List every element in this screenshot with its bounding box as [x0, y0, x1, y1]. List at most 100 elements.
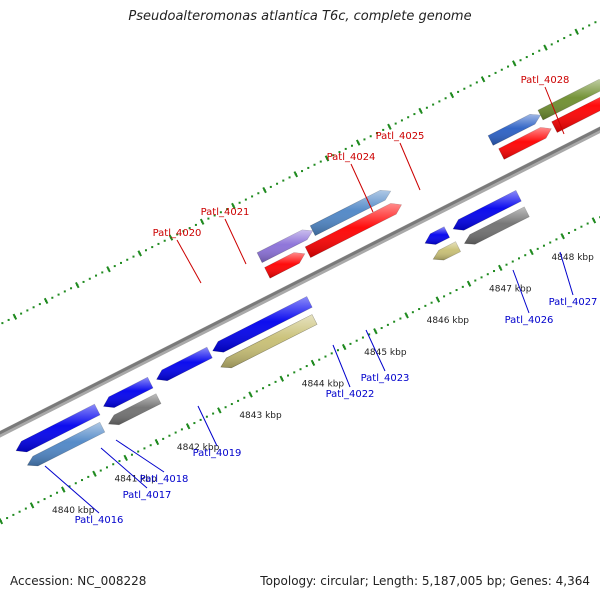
track-dot: [299, 368, 302, 371]
track-tick: [387, 123, 392, 130]
track-dot: [355, 339, 358, 342]
track-dot: [74, 482, 77, 485]
track-dot: [199, 418, 202, 421]
track-dot: [251, 195, 254, 198]
track-dot: [243, 396, 246, 399]
track-dot: [538, 49, 541, 52]
track-tick: [75, 281, 80, 289]
track-dot: [475, 81, 478, 84]
forward-gene-leader: [350, 163, 374, 213]
track-dot: [143, 447, 146, 450]
track-dot: [336, 349, 339, 352]
track-dot: [105, 466, 108, 469]
scale-tick-label: 4846 kbp: [427, 316, 470, 326]
track-dot: [418, 308, 421, 311]
track-dot: [486, 273, 489, 276]
track-tick: [106, 266, 111, 273]
track-tick: [466, 280, 472, 287]
track-dot: [432, 103, 435, 106]
track-dot: [262, 387, 265, 390]
track-dot: [532, 52, 535, 55]
track-dot: [180, 428, 183, 431]
track-dot: [224, 406, 227, 409]
track-tick: [373, 328, 378, 335]
track-tick: [341, 343, 347, 351]
track-dot: [151, 246, 154, 249]
track-dot: [7, 318, 10, 321]
track-dot: [444, 97, 447, 100]
track-dot: [425, 106, 428, 109]
track-dot: [350, 144, 353, 147]
track-dot: [244, 198, 247, 201]
track-dot: [594, 21, 597, 24]
track-dot: [6, 517, 9, 520]
track-dot: [212, 412, 215, 415]
feature-gloss: [488, 114, 541, 146]
track-tick: [262, 186, 267, 194]
track-dot: [113, 265, 116, 268]
track-tick: [231, 202, 236, 210]
track-dots: [0, 21, 600, 525]
track-tick: [43, 297, 49, 305]
track-dot: [313, 163, 316, 166]
track-dot: [230, 403, 233, 406]
track-tick: [279, 375, 285, 382]
track-dot: [255, 390, 258, 393]
topology-label: Topology:: [260, 574, 317, 588]
track-dot: [511, 260, 514, 263]
track-dot: [118, 460, 121, 463]
track-dot: [149, 444, 152, 447]
genome-summary: Topology: circular; Length: 5,187,005 bp…: [260, 574, 590, 588]
track-dot: [525, 56, 528, 59]
track-tick: [404, 312, 409, 319]
track-dot: [20, 312, 23, 315]
accession-value: NC_008228: [77, 574, 147, 588]
track-dot: [137, 450, 140, 453]
track-dot: [282, 179, 285, 182]
backbone-line: [0, 126, 600, 435]
track-dot: [581, 27, 584, 30]
feature-gloss: [220, 314, 317, 368]
feature-gloss: [464, 206, 530, 245]
reverse-orf-arrow: [212, 296, 313, 353]
track-dot: [37, 501, 40, 504]
track-dot: [226, 208, 229, 211]
feature-gloss: [212, 296, 313, 353]
track-dot: [268, 384, 271, 387]
track-dot: [43, 498, 46, 501]
genes-label: Genes:: [509, 574, 552, 588]
track-dot: [455, 289, 458, 292]
track-tick: [560, 233, 565, 240]
track-dot: [293, 371, 296, 374]
reverse-gene-arrow: [220, 314, 318, 369]
track-dot: [176, 233, 179, 236]
track-dot: [276, 182, 279, 185]
track-dot: [68, 485, 71, 488]
track-dot: [132, 255, 135, 258]
forward-orf-arrow: [551, 96, 600, 133]
track-tick: [512, 60, 517, 67]
track-dot: [193, 422, 196, 425]
track-dot: [386, 323, 389, 326]
track-dot: [382, 128, 385, 131]
forward-track-dots: [1, 21, 597, 325]
feature-gloss: [498, 127, 552, 160]
track-dot: [375, 132, 378, 135]
track-dot: [407, 116, 410, 119]
track-dot: [174, 431, 177, 434]
track-dot: [424, 304, 427, 307]
feature-gloss: [551, 97, 600, 133]
track-dot: [563, 37, 566, 40]
track-dot: [87, 475, 90, 478]
track-dot: [237, 399, 240, 402]
track-dot: [399, 317, 402, 320]
track-dot: [49, 494, 52, 497]
track-dot: [157, 242, 160, 245]
forward-gene-label: Patl_4028: [521, 75, 570, 86]
scale-tick-label: 4842 kbp: [177, 443, 220, 453]
track-dot: [318, 358, 321, 361]
track-dot: [517, 257, 520, 260]
reverse-gene-leader: [44, 465, 100, 514]
reverse-gene-leader: [100, 447, 148, 489]
feature-gloss: [27, 422, 105, 466]
